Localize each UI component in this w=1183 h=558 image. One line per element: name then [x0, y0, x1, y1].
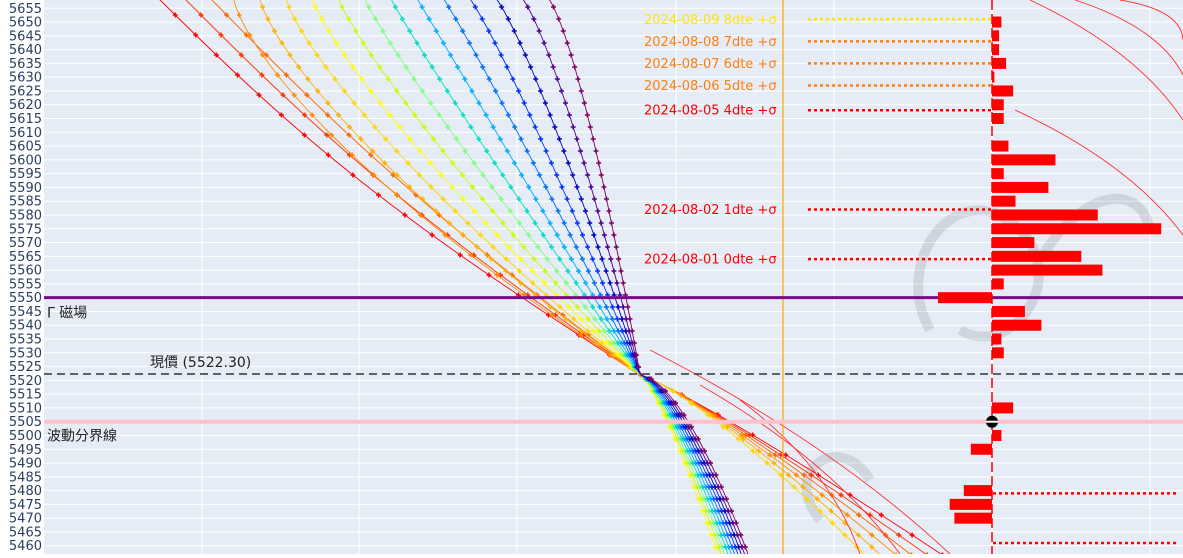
sigma-label: 2024-08-06 5dte +σ	[644, 79, 777, 94]
y-axis-title-fragment	[0, 300, 10, 440]
gamma-bar	[992, 306, 1025, 317]
y-tick-label: 5625	[9, 84, 42, 99]
y-tick-label: 5560	[9, 264, 42, 279]
y-tick-label: 5555	[9, 277, 42, 292]
y-tick-label: 5570	[9, 236, 42, 251]
y-tick-label: 5620	[9, 98, 42, 113]
gamma-bar	[992, 85, 1013, 96]
gamma-bar	[992, 347, 1004, 358]
y-tick-label: 5580	[9, 208, 42, 223]
y-tick-label: 5635	[9, 57, 42, 72]
sigma-label: 2024-08-01 0dte +σ	[644, 253, 777, 268]
y-tick-label: 5500	[9, 429, 42, 444]
price-marker-band	[986, 421, 998, 423]
y-tick-label: 5520	[9, 374, 42, 389]
y-tick-label: 5475	[9, 498, 42, 513]
gamma-bar	[992, 402, 1013, 413]
y-tick-label: 5595	[9, 167, 42, 182]
y-tick-label: 5530	[9, 346, 42, 361]
y-tick-label: 5575	[9, 222, 42, 237]
gamma-bar	[954, 513, 992, 524]
gamma-bar	[992, 168, 1004, 179]
y-tick-label: 5460	[9, 539, 42, 554]
y-tick-label: 5540	[9, 319, 42, 334]
gamma-bar	[992, 430, 1001, 441]
y-tick-label: 5645	[9, 29, 42, 44]
y-tick-label: 5495	[9, 443, 42, 458]
gamma-bar	[938, 292, 992, 303]
y-tick-label: 5505	[9, 415, 42, 430]
y-tick-label: 5630	[9, 71, 42, 86]
gamma-bar	[992, 72, 994, 83]
gamma-bar	[971, 444, 992, 455]
plot-background	[44, 0, 1183, 554]
gamma-bar	[992, 251, 1081, 262]
sigma-label: 2024-08-09 8dte +σ	[644, 13, 777, 28]
y-tick-label: 5650	[9, 16, 42, 31]
gamma-bar	[964, 485, 992, 496]
y-tick-label: 5480	[9, 484, 42, 499]
gamma-bar	[992, 44, 999, 55]
gamma-bar	[992, 17, 1001, 28]
sigma-label: 2024-08-07 6dte +σ	[644, 57, 777, 72]
y-tick-label: 5490	[9, 457, 42, 472]
y-tick-label: 5600	[9, 153, 42, 168]
volatility-boundary-label: 波動分界線	[47, 429, 117, 445]
gamma-bar	[950, 499, 992, 510]
y-tick-label: 5550	[9, 291, 42, 306]
y-tick-label: 5470	[9, 512, 42, 527]
gamma-magnet-label: Γ 磁場	[47, 306, 87, 322]
y-tick-label: 5640	[9, 43, 42, 58]
y-tick-label: 5610	[9, 126, 42, 141]
gamma-bar	[992, 209, 1098, 220]
gamma-bar	[992, 141, 1008, 152]
y-tick-label: 5525	[9, 360, 42, 375]
y-tick-label: 5565	[9, 250, 42, 265]
gamma-bar	[992, 265, 1102, 276]
y-tick-label: 5590	[9, 181, 42, 196]
y-tick-label: 5605	[9, 140, 42, 155]
gamma-bar	[992, 182, 1048, 193]
gamma-bar	[992, 278, 1004, 289]
y-tick-label: 5585	[9, 195, 42, 210]
gamma-bar	[992, 320, 1041, 331]
y-tick-label: 5465	[9, 525, 42, 540]
gamma-bar	[992, 237, 1034, 248]
sigma-label: 2024-08-05 4dte +σ	[644, 104, 777, 119]
y-axis: 5460546554705475548054855490549555005505…	[9, 2, 42, 554]
y-tick-label: 5545	[9, 305, 42, 320]
sigma-label: 2024-08-02 1dte +σ	[644, 203, 777, 218]
current-price-label: 現價 (5522.30)	[150, 354, 251, 371]
y-tick-label: 5515	[9, 388, 42, 403]
y-tick-label: 5535	[9, 333, 42, 348]
y-tick-label: 5615	[9, 112, 42, 127]
y-tick-label: 5655	[9, 2, 42, 17]
gamma-bar	[992, 30, 999, 41]
gamma-bar	[992, 154, 1055, 165]
gamma-bar	[992, 334, 1001, 345]
gamma-bar	[992, 113, 1004, 124]
gamma-bar	[992, 99, 1004, 110]
sigma-label: 2024-08-08 7dte +σ	[644, 35, 777, 50]
y-tick-label: 5510	[9, 401, 42, 416]
gamma-bar	[992, 196, 1016, 207]
y-tick-label: 5485	[9, 470, 42, 485]
gamma-bar	[992, 223, 1161, 234]
gamma-bar	[992, 58, 1006, 69]
